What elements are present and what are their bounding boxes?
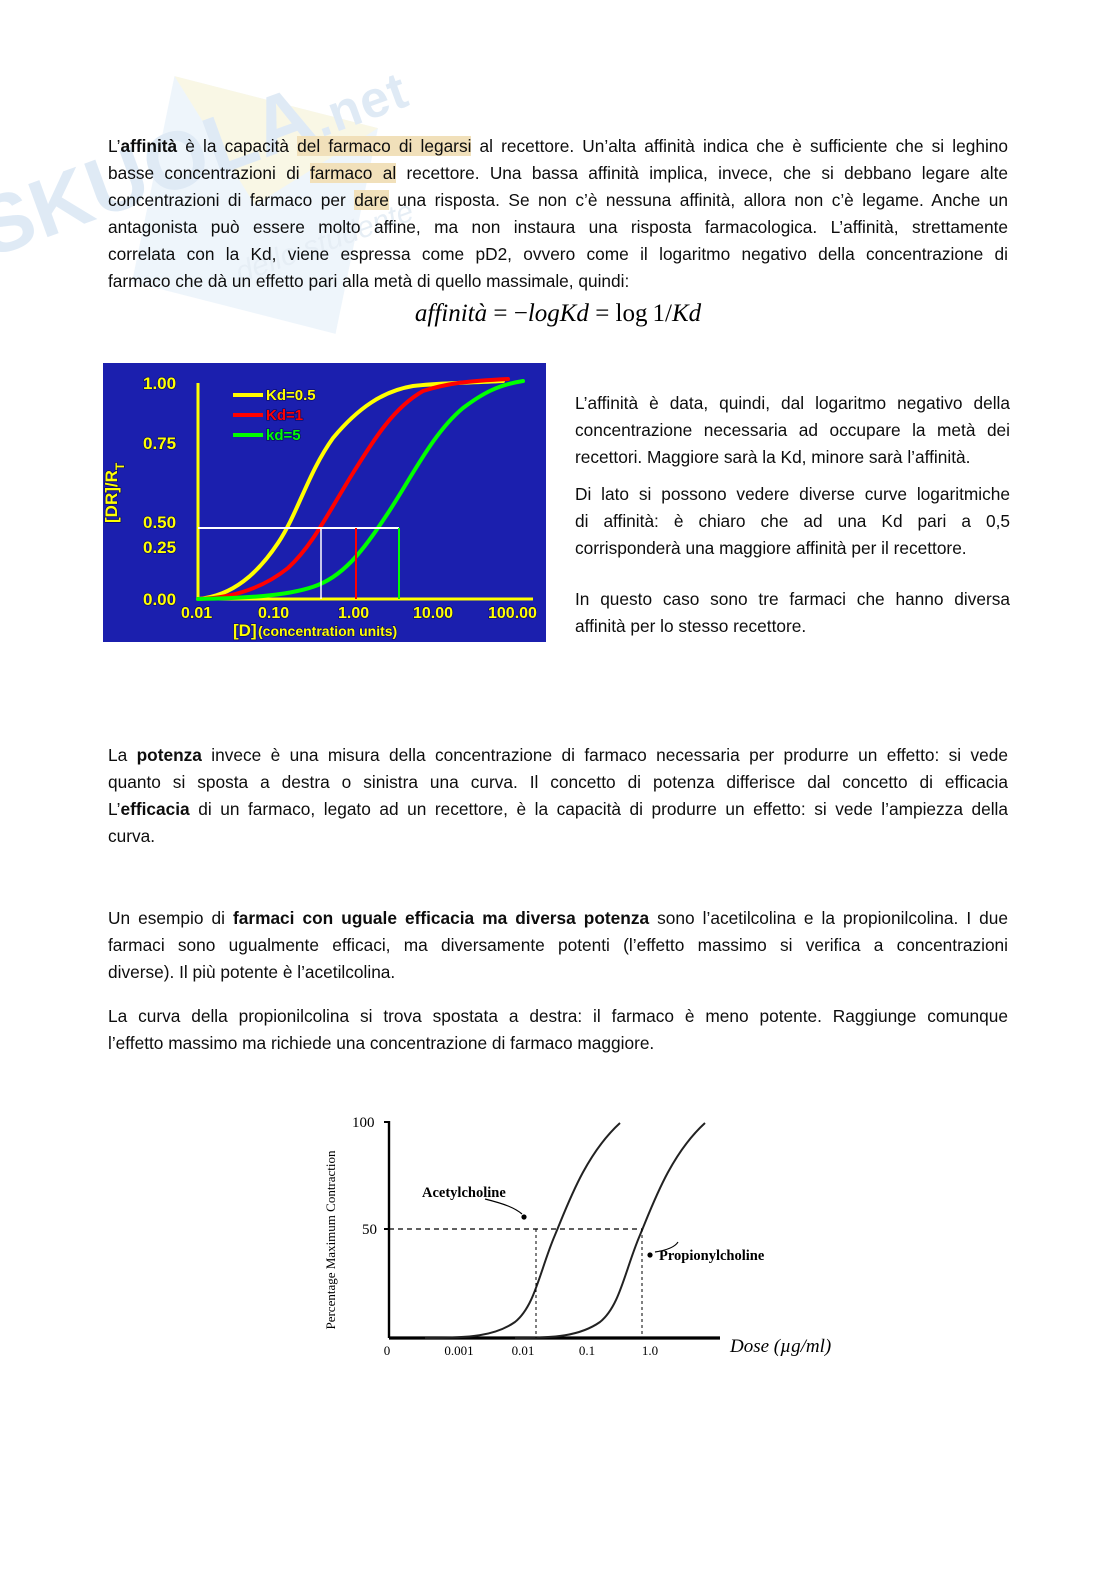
svg-text:[DR]/RT: [DR]/RT: [103, 462, 127, 523]
svg-text:0.00: 0.00: [143, 590, 176, 609]
svg-text:0.50: 0.50: [143, 513, 176, 532]
svg-text:1.0: 1.0: [642, 1343, 658, 1358]
svg-text:10.00: 10.00: [413, 605, 453, 622]
svg-text:Kd=0.5: Kd=0.5: [266, 387, 316, 404]
svg-text:0.10: 0.10: [258, 605, 289, 622]
svg-text:Dose (µg/ml): Dose (µg/ml): [729, 1336, 831, 1357]
svg-text:kd=5: kd=5: [266, 427, 301, 444]
svg-text:(concentration units): (concentration units): [258, 623, 397, 639]
svg-text:1.00: 1.00: [338, 605, 369, 622]
svg-text:Propionylcholine: Propionylcholine: [659, 1248, 765, 1264]
svg-text:Kd=1: Kd=1: [266, 407, 303, 424]
svg-text:100.00: 100.00: [488, 605, 537, 622]
svg-text:0.001: 0.001: [444, 1343, 473, 1358]
svg-text:0: 0: [384, 1343, 391, 1358]
svg-text:Acetylcholine: Acetylcholine: [422, 1185, 506, 1201]
svg-text:[D]: [D]: [233, 621, 257, 640]
svg-text:1.00: 1.00: [143, 374, 176, 393]
svg-text:0.1: 0.1: [579, 1343, 595, 1358]
svg-text:50: 50: [362, 1222, 377, 1238]
svg-text:0.25: 0.25: [143, 538, 176, 557]
svg-text:100: 100: [352, 1115, 375, 1131]
svg-text:0.75: 0.75: [143, 434, 176, 453]
svg-text:0.01: 0.01: [512, 1343, 535, 1358]
svg-text:Percentage Maximum Contraction: Percentage Maximum Contraction: [323, 1150, 338, 1330]
svg-text:0.01: 0.01: [181, 605, 212, 622]
